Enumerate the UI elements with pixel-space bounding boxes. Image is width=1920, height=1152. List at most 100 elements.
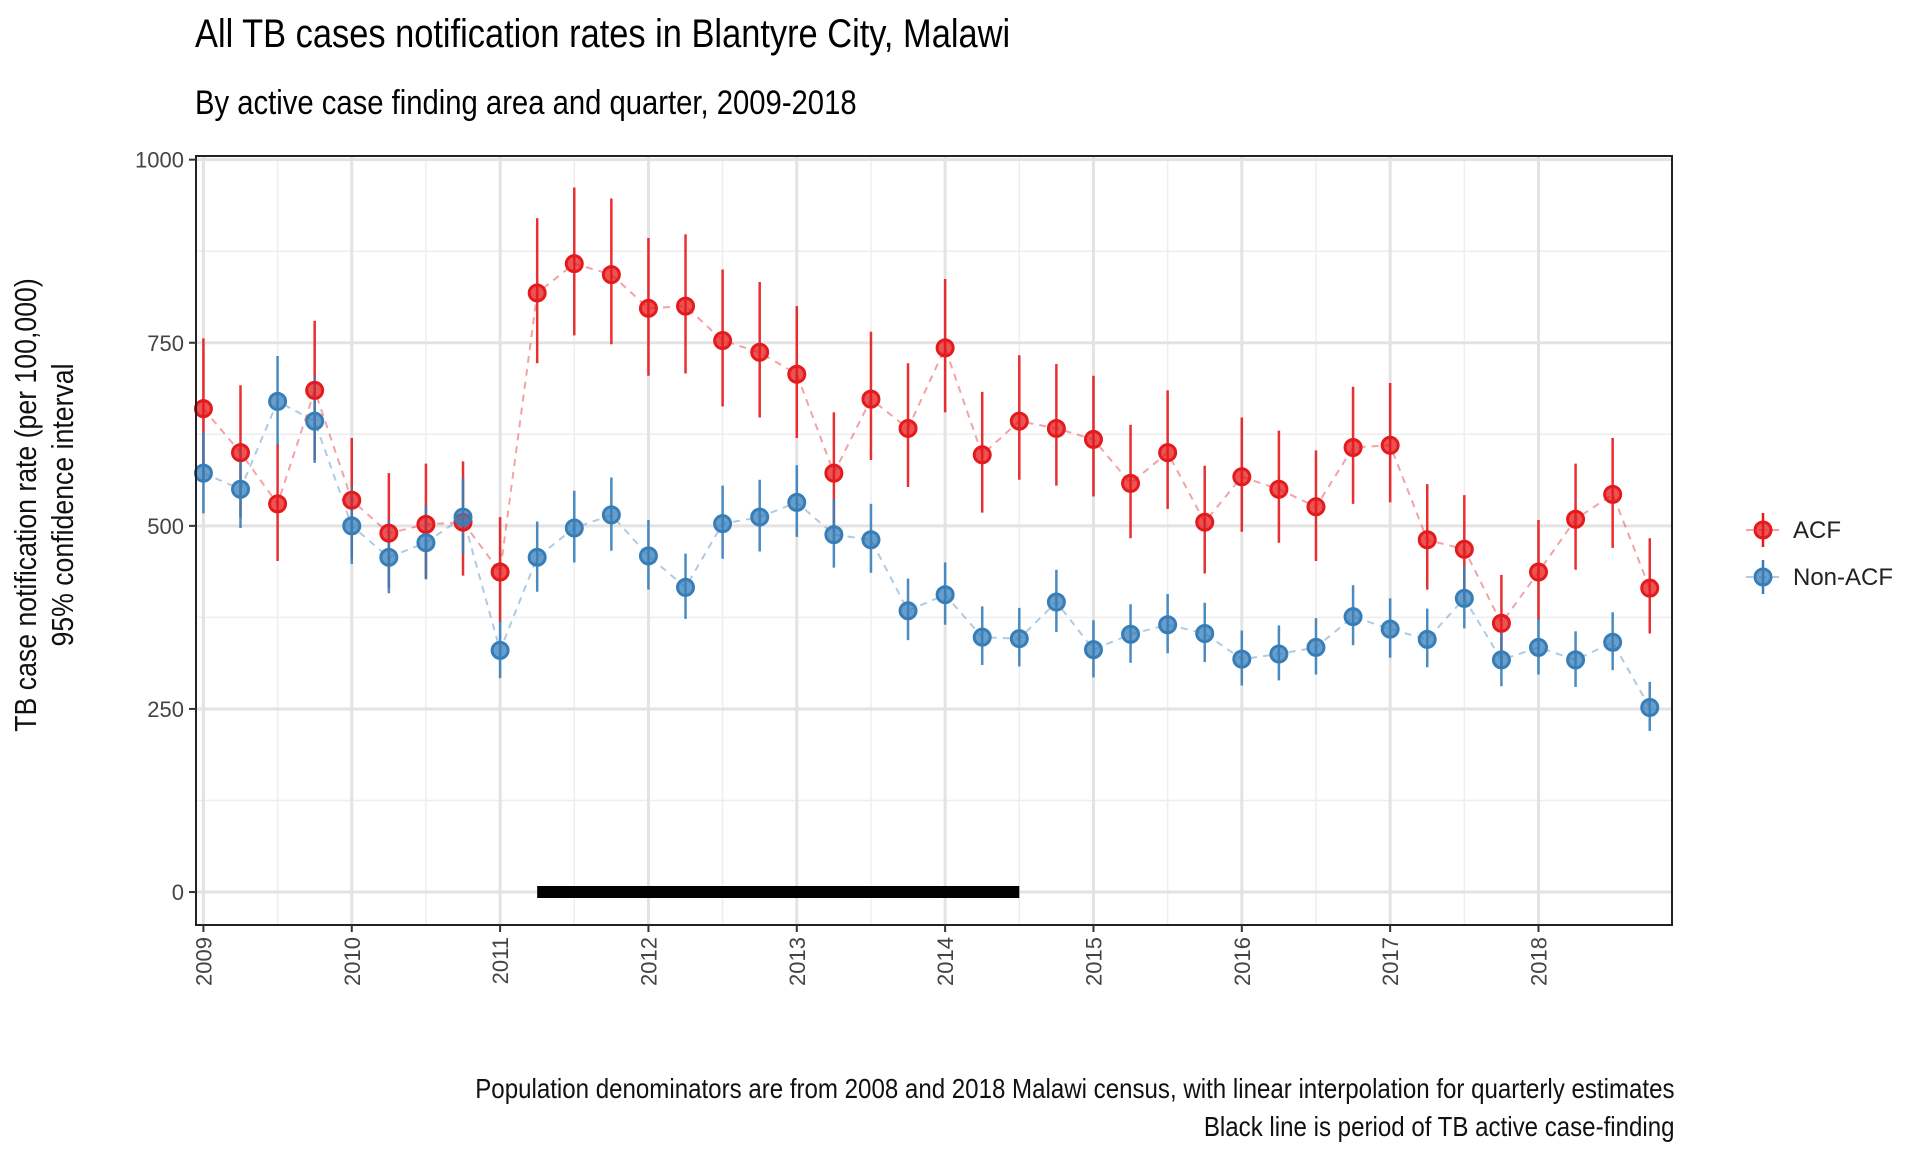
chart-title: All TB cases notification rates in Blant… (195, 12, 1011, 56)
data-point (1269, 644, 1289, 664)
data-point (1603, 484, 1623, 504)
legend-label: Non-ACF (1793, 564, 1893, 591)
data-point (1454, 539, 1474, 559)
data-point (1640, 697, 1660, 717)
data-point (898, 418, 918, 438)
series-line-0 (202, 262, 1651, 626)
data-point (1380, 435, 1400, 455)
data-point (638, 546, 658, 566)
data-point (416, 514, 436, 534)
x-tick-label: 2011 (488, 937, 513, 984)
x-tick-label: 2014 (933, 937, 958, 986)
data-point (787, 492, 807, 512)
data-point (564, 518, 584, 538)
x-tick-label: 2015 (1081, 937, 1106, 986)
data-point (490, 640, 510, 660)
data-point (527, 283, 547, 303)
data-point (750, 507, 770, 527)
data-point (1343, 607, 1363, 627)
data-point (305, 380, 325, 400)
data-point (1417, 530, 1437, 550)
data-point (490, 562, 510, 582)
data-point (713, 331, 733, 351)
y-tick-label: 1000 (135, 148, 184, 173)
data-point (1158, 443, 1178, 463)
data-point (1454, 588, 1474, 608)
data-point (935, 338, 955, 358)
caption-line2: Black line is period of TB active case-f… (1204, 1111, 1675, 1142)
data-point (1306, 637, 1326, 657)
data-point (305, 411, 325, 431)
legend-label: ACF (1793, 517, 1841, 544)
data-point (1009, 629, 1029, 649)
data-point (193, 463, 213, 483)
data-point (564, 254, 584, 274)
data-point (193, 399, 213, 419)
data-point (972, 445, 992, 465)
data-point (231, 443, 251, 463)
data-point (787, 364, 807, 384)
x-tick-label: 2017 (1378, 937, 1403, 986)
data-point (638, 298, 658, 318)
data-point (231, 479, 251, 499)
data-point (268, 391, 288, 411)
data-point (676, 296, 696, 316)
y-tick-label: 500 (147, 514, 184, 539)
data-point (1046, 592, 1066, 612)
x-tick-label: 2010 (340, 937, 365, 986)
data-point (713, 514, 733, 534)
data-point (824, 525, 844, 545)
data-point (898, 601, 918, 621)
data-point (1528, 562, 1548, 582)
x-tick-label: 2009 (191, 937, 216, 986)
data-point (342, 490, 362, 510)
data-point (1046, 418, 1066, 438)
data-point (1121, 624, 1141, 644)
data-point (935, 585, 955, 605)
data-point (1640, 578, 1660, 598)
data-point (676, 577, 696, 597)
data-point (1195, 512, 1215, 532)
data-point (1491, 650, 1511, 670)
data-point (1158, 615, 1178, 635)
data-point (453, 507, 473, 527)
data-point (379, 523, 399, 543)
data-point (601, 265, 621, 285)
data-point (416, 533, 436, 553)
data-point (1009, 411, 1029, 431)
data-point (861, 389, 881, 409)
data-point (1121, 473, 1141, 493)
data-point (1528, 637, 1548, 657)
x-tick-label: 2018 (1526, 937, 1551, 986)
legend-key-point (1753, 567, 1773, 587)
x-tick-label: 2012 (636, 937, 661, 986)
series-line-1 (203, 399, 1651, 708)
x-tick-label: 2016 (1230, 937, 1255, 986)
data-point (1566, 509, 1586, 529)
data-point (1195, 624, 1215, 644)
data-point (379, 547, 399, 567)
data-point (861, 530, 881, 550)
y-tick-label: 250 (147, 697, 184, 722)
data-point (527, 547, 547, 567)
chart-subtitle: By active case finding area and quarter,… (195, 84, 857, 122)
data-point (1417, 629, 1437, 649)
data-point (1083, 640, 1103, 660)
chart-caption: Population denominators are from 2008 an… (476, 1070, 1675, 1146)
data-point (1491, 613, 1511, 633)
data-point (342, 516, 362, 536)
data-point (1232, 649, 1252, 669)
data-point (1603, 632, 1623, 652)
data-point (1232, 467, 1252, 487)
y-tick-label: 0 (172, 880, 184, 905)
plot-border (195, 155, 1673, 926)
data-point (824, 463, 844, 483)
data-point (1269, 479, 1289, 499)
data-point (972, 627, 992, 647)
data-point (750, 342, 770, 362)
caption-line1: Population denominators are from 2008 an… (475, 1073, 1675, 1104)
data-point (1083, 429, 1103, 449)
data-point (268, 494, 288, 514)
data-point (601, 505, 621, 525)
